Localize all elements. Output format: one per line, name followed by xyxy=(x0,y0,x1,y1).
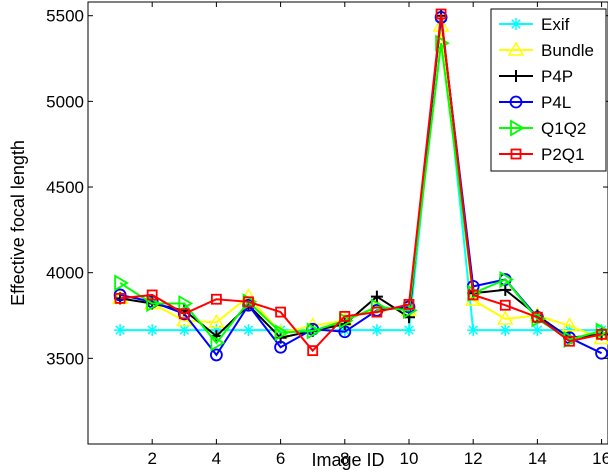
legend-entry-p2q1: P2Q1 xyxy=(499,145,584,164)
data-point-p2q1 xyxy=(467,289,479,301)
data-point-exif xyxy=(467,324,480,337)
data-point-p2q1 xyxy=(371,306,383,318)
legend-swatch-marker xyxy=(507,41,525,56)
legend-entry-q1q2: Q1Q2 xyxy=(499,119,586,138)
legend-entry-p4l: P4L xyxy=(499,93,571,112)
data-point-exif xyxy=(242,324,255,337)
legend-swatch-marker xyxy=(509,95,523,109)
data-point-p4l xyxy=(595,346,608,360)
legend-swatch-marker xyxy=(510,18,522,30)
x-axis-label: Image ID xyxy=(311,450,384,470)
y-tick-label: 4000 xyxy=(46,264,84,283)
legend-swatch-marker xyxy=(510,70,522,82)
legend-swatch-marker xyxy=(510,148,522,160)
data-point-p2q1 xyxy=(596,328,607,340)
legend-entry-bundle: Bundle xyxy=(499,41,594,60)
series-layer xyxy=(111,8,608,362)
data-point-p2q1 xyxy=(210,293,222,305)
data-point-p2q1 xyxy=(307,345,319,357)
x-tick-label: 12 xyxy=(464,449,483,468)
x-tick-label: 16 xyxy=(592,449,608,468)
data-point-exif xyxy=(178,324,191,337)
y-tick-label: 3500 xyxy=(46,349,84,368)
legend-box xyxy=(490,8,607,172)
data-point-q1q2 xyxy=(499,270,515,289)
data-point-q1q2 xyxy=(403,301,418,319)
data-point-bundle xyxy=(208,313,225,329)
data-point-exif xyxy=(370,324,383,337)
data-point-p2q1 xyxy=(178,308,190,320)
data-point-p2q1 xyxy=(339,310,351,322)
data-point-p4p xyxy=(370,290,383,303)
data-point-p4l xyxy=(338,325,352,339)
y-tick-label: 5500 xyxy=(46,7,84,26)
data-point-exif xyxy=(274,324,287,337)
legend-label: P4L xyxy=(541,93,571,112)
data-point-q1q2 xyxy=(274,324,290,342)
x-tick-label: 4 xyxy=(212,449,221,468)
data-point-p2q1 xyxy=(564,335,575,347)
series-line-p2q1 xyxy=(119,13,602,353)
data-point-bundle xyxy=(432,17,450,32)
data-point-exif xyxy=(499,324,512,337)
data-point-q1q2 xyxy=(306,322,322,340)
data-point-exif xyxy=(114,324,127,337)
legend-label: Q1Q2 xyxy=(541,119,586,138)
legend-entry-exif: Exif xyxy=(499,15,570,34)
y-tick-label: 4500 xyxy=(46,178,84,197)
data-point-q1q2 xyxy=(210,334,226,352)
legend-label: Exif xyxy=(541,15,570,34)
x-tick-label: 10 xyxy=(400,449,419,468)
data-point-exif xyxy=(531,324,544,337)
data-point-p4l xyxy=(113,288,127,302)
data-point-p2q1 xyxy=(114,292,126,304)
data-point-q1q2 xyxy=(178,294,194,313)
legend-label: P2Q1 xyxy=(541,145,584,164)
legend: Exif Bundle P4P P4L Q1Q2 P2Q1 xyxy=(490,8,607,172)
y-axis-label: Effective focal length xyxy=(8,140,28,306)
data-point-p4l xyxy=(274,340,287,354)
data-point-p2q1 xyxy=(243,296,254,308)
data-point-exif xyxy=(402,324,415,337)
legend-label: P4P xyxy=(541,67,573,86)
x-tick-label: 14 xyxy=(528,449,547,468)
data-point-p2q1 xyxy=(275,306,286,318)
data-point-p2q1 xyxy=(499,299,511,311)
series-p2q1 xyxy=(114,8,607,357)
data-point-bundle xyxy=(496,310,514,325)
legend-entry-p4p: P4P xyxy=(499,67,573,86)
x-tick-label: 2 xyxy=(147,449,156,468)
axes-layer: 2 4 6 8 10 12 14 16 3500 4000 4500 5000 5500 xyxy=(46,2,608,468)
legend-label: Bundle xyxy=(541,41,594,60)
data-point-q1q2 xyxy=(435,34,450,52)
data-point-p2q1 xyxy=(435,8,447,20)
data-point-q1q2 xyxy=(114,274,129,292)
series-line-exif xyxy=(120,20,602,332)
legend-swatch-marker xyxy=(510,119,525,137)
data-point-p2q1 xyxy=(531,311,543,323)
data-point-p2q1 xyxy=(403,298,415,310)
data-point-p4l xyxy=(209,348,223,362)
y-tick-label: 5000 xyxy=(46,92,84,111)
data-point-exif xyxy=(146,324,159,337)
x-tick-label: 6 xyxy=(276,449,285,468)
x-tick-label: 8 xyxy=(340,449,349,468)
data-point-p2q1 xyxy=(146,289,158,301)
data-point-bundle xyxy=(561,317,578,332)
